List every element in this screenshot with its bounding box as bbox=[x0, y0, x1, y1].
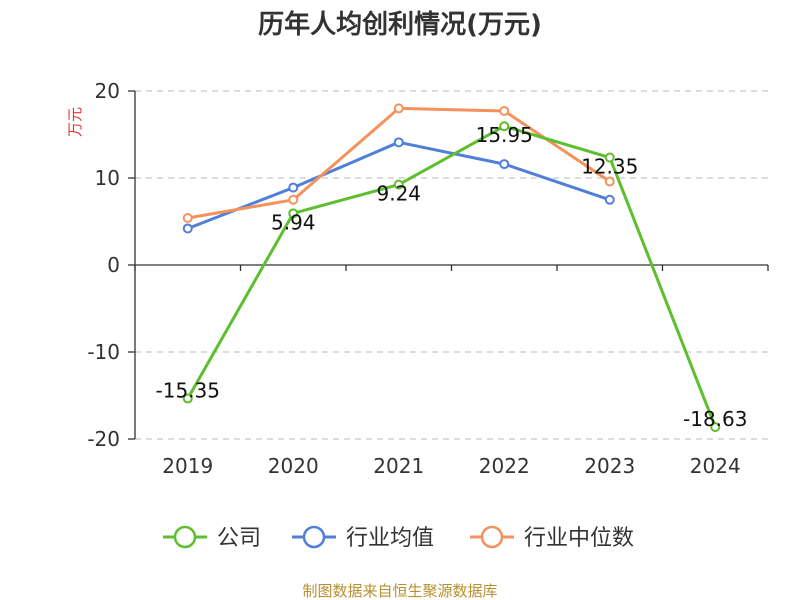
x-tick-label: 2022 bbox=[479, 454, 530, 478]
data-point bbox=[499, 121, 510, 132]
legend-item: 公司 bbox=[217, 526, 261, 551]
data-point bbox=[288, 208, 299, 219]
data-label: 5.94 bbox=[271, 210, 316, 234]
data-point bbox=[393, 103, 404, 114]
x-tick-label: 2024 bbox=[690, 454, 741, 478]
legend-item: 行业均值 bbox=[346, 526, 434, 551]
data-point bbox=[604, 194, 615, 205]
legend-item: 行业中位数 bbox=[524, 526, 634, 551]
y-tick-label: 10 bbox=[95, 166, 120, 190]
data-point bbox=[604, 176, 615, 187]
data-point bbox=[393, 137, 404, 148]
data-point bbox=[393, 179, 404, 190]
data-labels: -15.35 5.94 9.24 15.95 12.35 -18.63 bbox=[156, 123, 748, 431]
y-axis-label: 万元 bbox=[66, 107, 84, 137]
x-tick-label: 2021 bbox=[373, 454, 424, 478]
data-point bbox=[604, 152, 615, 163]
data-point bbox=[288, 194, 299, 205]
chart-title: 历年人均创利情况(万元) bbox=[258, 9, 542, 40]
legend-marker bbox=[480, 525, 504, 549]
data-point bbox=[710, 422, 721, 433]
data-point bbox=[182, 393, 193, 404]
series-line-0 bbox=[186, 124, 717, 428]
data-point bbox=[288, 182, 299, 193]
axes: 20 10 0 -10 -20 2019 2020 2021 2022 2023 2024 bbox=[87, 79, 769, 478]
source-note: 制图数据来自恒生聚源数据库 bbox=[302, 582, 497, 600]
data-label: -18.63 bbox=[683, 407, 747, 431]
y-tick-label: -20 bbox=[87, 427, 120, 451]
y-tick-label: -10 bbox=[87, 340, 120, 364]
legend-marker bbox=[173, 525, 197, 549]
data-point bbox=[182, 223, 193, 234]
x-tick-label: 2020 bbox=[268, 454, 319, 478]
data-label: 9.24 bbox=[376, 182, 421, 206]
legend: 公司 行业均值 行业中位数 bbox=[163, 525, 634, 551]
data-label: 15.95 bbox=[476, 123, 533, 147]
series-layer bbox=[182, 103, 721, 433]
data-point bbox=[499, 159, 510, 170]
data-point bbox=[499, 106, 510, 117]
y-tick-label: 0 bbox=[107, 253, 120, 277]
data-point bbox=[182, 213, 193, 224]
y-tick-label: 20 bbox=[95, 79, 120, 103]
x-tick-label: 2023 bbox=[584, 454, 635, 478]
data-label: 12.35 bbox=[581, 155, 638, 179]
legend-marker bbox=[302, 525, 326, 549]
x-tick-label: 2019 bbox=[162, 454, 213, 478]
data-label: -15.35 bbox=[156, 379, 220, 403]
